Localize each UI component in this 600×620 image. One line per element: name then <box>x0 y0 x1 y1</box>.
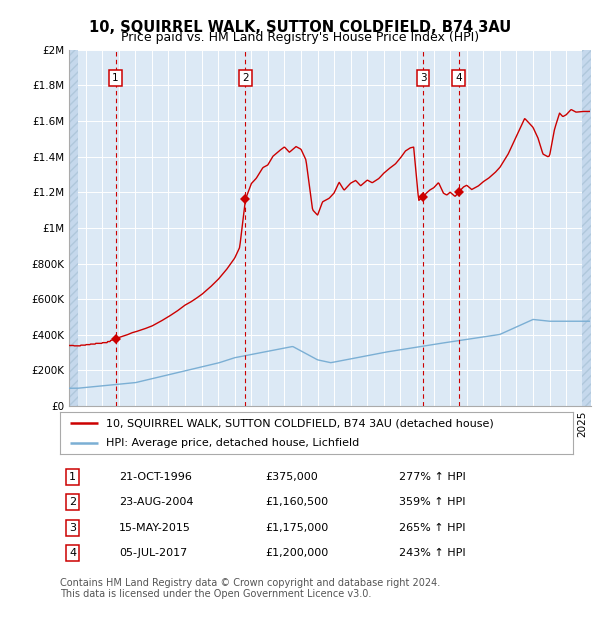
Bar <box>582 50 591 406</box>
Text: 2: 2 <box>69 497 76 507</box>
Text: £1,200,000: £1,200,000 <box>265 548 328 558</box>
Text: 23-AUG-2004: 23-AUG-2004 <box>119 497 193 507</box>
Text: 277% ↑ HPI: 277% ↑ HPI <box>398 472 466 482</box>
Text: £1,175,000: £1,175,000 <box>265 523 328 533</box>
Text: 2: 2 <box>242 73 249 83</box>
Text: 10, SQUIRREL WALK, SUTTON COLDFIELD, B74 3AU: 10, SQUIRREL WALK, SUTTON COLDFIELD, B74… <box>89 20 511 35</box>
Text: 10, SQUIRREL WALK, SUTTON COLDFIELD, B74 3AU (detached house): 10, SQUIRREL WALK, SUTTON COLDFIELD, B74… <box>106 418 494 428</box>
Text: 243% ↑ HPI: 243% ↑ HPI <box>398 548 465 558</box>
Text: 265% ↑ HPI: 265% ↑ HPI <box>398 523 465 533</box>
Text: 05-JUL-2017: 05-JUL-2017 <box>119 548 187 558</box>
Text: 359% ↑ HPI: 359% ↑ HPI <box>398 497 465 507</box>
Text: £1,160,500: £1,160,500 <box>265 497 328 507</box>
Bar <box>69 50 78 406</box>
Text: 21-OCT-1996: 21-OCT-1996 <box>119 472 192 482</box>
Text: 1: 1 <box>112 73 119 83</box>
Text: 4: 4 <box>69 548 76 558</box>
Text: This data is licensed under the Open Government Licence v3.0.: This data is licensed under the Open Gov… <box>60 589 371 599</box>
Text: £375,000: £375,000 <box>265 472 318 482</box>
Text: HPI: Average price, detached house, Lichfield: HPI: Average price, detached house, Lich… <box>106 438 359 448</box>
Text: Contains HM Land Registry data © Crown copyright and database right 2024.: Contains HM Land Registry data © Crown c… <box>60 578 440 588</box>
Text: 4: 4 <box>455 73 462 83</box>
Text: Price paid vs. HM Land Registry's House Price Index (HPI): Price paid vs. HM Land Registry's House … <box>121 31 479 44</box>
Text: 3: 3 <box>70 523 76 533</box>
Text: 3: 3 <box>420 73 427 83</box>
Text: 1: 1 <box>70 472 76 482</box>
Text: 15-MAY-2015: 15-MAY-2015 <box>119 523 191 533</box>
